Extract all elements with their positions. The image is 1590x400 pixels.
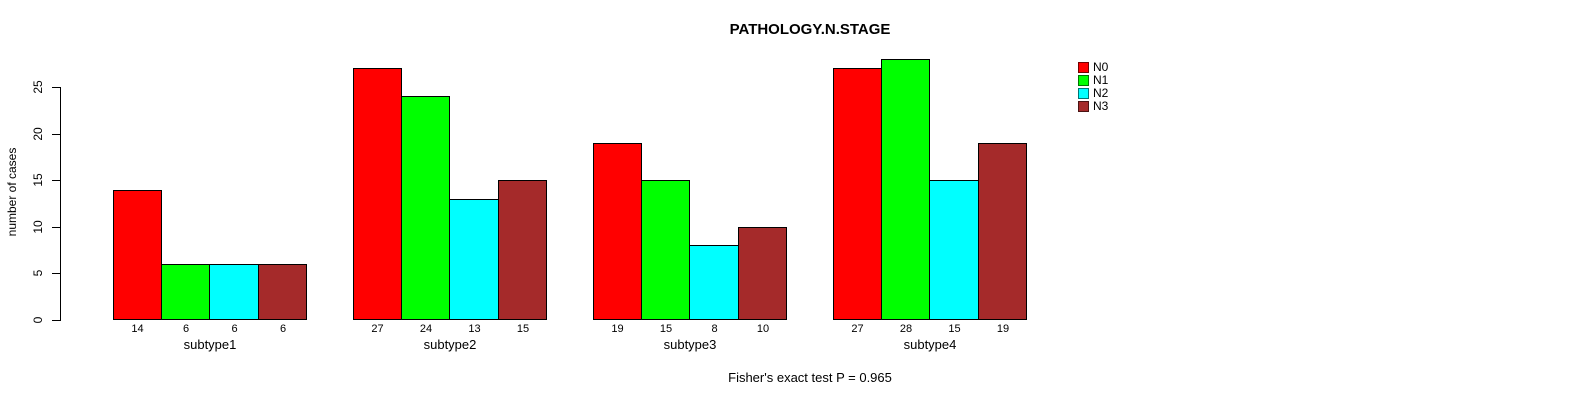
bar-subtype1-N0 [113, 190, 162, 320]
bar-subtype4-N2 [929, 180, 979, 320]
category-label-subtype4: subtype4 [903, 337, 957, 352]
legend: N0 N1 N2 N3 [1078, 61, 1108, 113]
bar-value-label: 13 [468, 323, 481, 335]
bar-subtype4-N3 [978, 143, 1027, 320]
bar-value-label: 24 [419, 323, 433, 335]
y-tick-label: 20 [31, 127, 45, 141]
y-tick [52, 320, 60, 321]
legend-label: N0 [1093, 60, 1109, 74]
y-tick-label: 5 [31, 269, 45, 277]
legend-swatch-N2 [1078, 88, 1089, 99]
bar-subtype2-N0 [353, 68, 402, 320]
bar-subtype2-N1 [401, 96, 450, 320]
y-tick-label: 0 [31, 316, 45, 324]
bar-value-label: 19 [996, 323, 1010, 335]
legend-label: N1 [1093, 73, 1109, 87]
bar-value-label: 6 [182, 323, 190, 335]
category-label-subtype2: subtype2 [423, 337, 477, 352]
bar-subtype1-N1 [161, 264, 210, 320]
bar-value-label: 8 [711, 323, 718, 335]
y-tick-label: 25 [31, 80, 45, 94]
y-axis-line [60, 87, 61, 321]
y-tick [52, 134, 60, 135]
y-tick-label: 15 [31, 173, 45, 187]
bar-value-label: 6 [231, 323, 238, 335]
y-tick [52, 87, 60, 88]
y-tick [52, 180, 60, 181]
bar-value-label: 14 [131, 323, 144, 335]
bar-subtype4-N1 [881, 59, 930, 320]
legend-entry-N0: N0 [1078, 61, 1108, 74]
legend-entry-N2: N2 [1078, 87, 1108, 100]
bar-value-label: 27 [371, 323, 384, 335]
legend-entry-N1: N1 [1078, 74, 1108, 87]
bar-value-label: 15 [948, 323, 961, 335]
category-label-subtype3: subtype3 [663, 337, 717, 352]
y-tick-label: 10 [31, 220, 45, 234]
bar-subtype2-N3 [498, 180, 547, 320]
bar-value-label: 28 [899, 323, 913, 335]
bar-subtype3-N2 [689, 245, 739, 320]
y-tick [52, 227, 60, 228]
bar-value-label: 6 [279, 323, 287, 335]
bar-subtype4-N0 [833, 68, 882, 320]
chart-title: PATHOLOGY.N.STAGE [729, 21, 891, 38]
bar-value-label: 19 [611, 323, 624, 335]
legend-swatch-N0 [1078, 62, 1089, 73]
legend-label: N3 [1093, 99, 1109, 113]
y-tick [52, 273, 60, 274]
bar-subtype3-N0 [593, 143, 642, 320]
bar-value-label: 27 [851, 323, 864, 335]
bar-subtype3-N3 [738, 227, 787, 320]
legend-swatch-N3 [1078, 101, 1089, 112]
legend-entry-N3: N3 [1078, 100, 1108, 113]
bar-subtype1-N3 [258, 264, 307, 320]
bar-subtype1-N2 [209, 264, 259, 320]
bar-value-label: 15 [516, 323, 530, 335]
category-label-subtype1: subtype1 [183, 337, 237, 352]
bar-value-label: 15 [659, 323, 673, 335]
bar-subtype3-N1 [641, 180, 690, 320]
legend-label: N2 [1093, 86, 1109, 100]
bar-subtype2-N2 [449, 199, 499, 320]
legend-swatch-N1 [1078, 75, 1089, 86]
bar-value-label: 10 [756, 323, 770, 335]
footer-annotation: Fisher's exact test P = 0.965 [728, 370, 892, 385]
